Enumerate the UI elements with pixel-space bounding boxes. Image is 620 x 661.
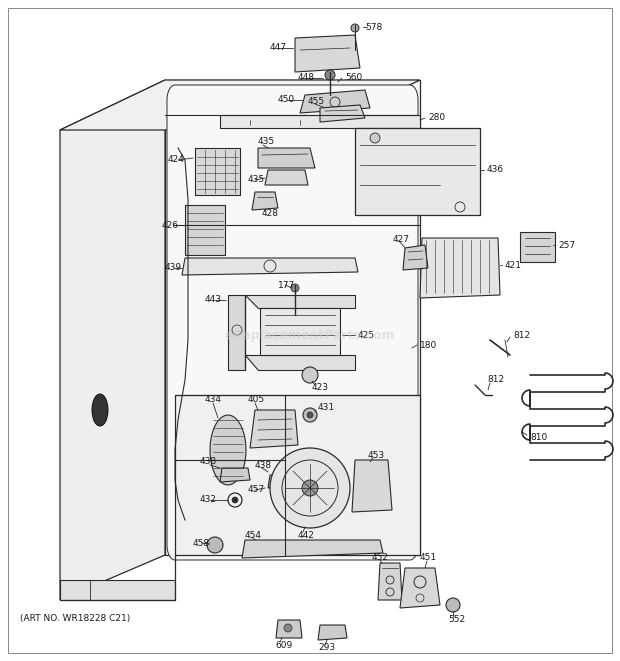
Polygon shape <box>300 90 370 113</box>
Circle shape <box>303 408 317 422</box>
Text: 435: 435 <box>248 176 265 184</box>
Text: 439: 439 <box>165 264 182 272</box>
Text: 435: 435 <box>258 137 275 147</box>
Polygon shape <box>165 80 420 555</box>
Polygon shape <box>60 80 165 600</box>
Polygon shape <box>220 115 420 128</box>
Polygon shape <box>252 192 278 210</box>
Text: 431: 431 <box>318 403 335 412</box>
Polygon shape <box>60 580 175 600</box>
Polygon shape <box>185 205 225 255</box>
Polygon shape <box>276 620 302 638</box>
Text: 443: 443 <box>205 295 222 305</box>
Text: 447: 447 <box>270 44 287 52</box>
Text: 609: 609 <box>275 641 292 650</box>
Text: 257: 257 <box>558 241 575 249</box>
Circle shape <box>284 624 292 632</box>
Circle shape <box>207 537 223 553</box>
Polygon shape <box>260 308 340 355</box>
Polygon shape <box>295 35 360 72</box>
Text: 454: 454 <box>245 531 262 539</box>
Text: 438: 438 <box>200 457 217 467</box>
Text: 812: 812 <box>487 375 504 385</box>
Polygon shape <box>400 568 440 608</box>
Text: 434: 434 <box>205 395 222 405</box>
Text: 436: 436 <box>487 165 504 175</box>
Circle shape <box>302 367 318 383</box>
Text: 425: 425 <box>358 330 375 340</box>
Text: 448: 448 <box>298 73 315 83</box>
Text: 552: 552 <box>448 615 465 625</box>
Polygon shape <box>318 625 347 640</box>
Circle shape <box>351 24 359 32</box>
Polygon shape <box>320 105 365 122</box>
Ellipse shape <box>92 394 108 426</box>
Polygon shape <box>265 170 308 185</box>
Circle shape <box>270 448 350 528</box>
Text: 177: 177 <box>278 280 295 290</box>
Polygon shape <box>220 468 250 482</box>
Polygon shape <box>60 80 420 130</box>
Polygon shape <box>352 460 392 512</box>
Circle shape <box>446 598 460 612</box>
Text: 455: 455 <box>308 98 325 106</box>
Circle shape <box>302 480 318 496</box>
Polygon shape <box>245 355 355 370</box>
Polygon shape <box>242 540 383 558</box>
Text: 452: 452 <box>372 553 389 563</box>
Polygon shape <box>268 473 297 488</box>
Circle shape <box>291 284 299 292</box>
Polygon shape <box>175 395 420 555</box>
Polygon shape <box>378 563 402 600</box>
Polygon shape <box>182 258 358 275</box>
Text: 458: 458 <box>193 539 210 547</box>
Text: 424: 424 <box>168 155 185 165</box>
Polygon shape <box>210 415 246 485</box>
Text: 421: 421 <box>505 260 522 270</box>
Text: 453: 453 <box>368 451 385 459</box>
Text: 450: 450 <box>278 95 295 104</box>
Polygon shape <box>403 245 428 270</box>
Polygon shape <box>245 295 355 308</box>
Text: 428: 428 <box>262 210 279 219</box>
Text: 426: 426 <box>162 221 179 229</box>
Circle shape <box>232 497 238 503</box>
Polygon shape <box>258 148 315 168</box>
Polygon shape <box>250 410 298 448</box>
Text: 432: 432 <box>200 496 217 504</box>
Text: 812: 812 <box>513 330 530 340</box>
Text: 180: 180 <box>420 340 437 350</box>
Text: 405: 405 <box>248 395 265 405</box>
Text: 427: 427 <box>393 235 410 245</box>
Polygon shape <box>355 128 480 215</box>
Circle shape <box>325 70 335 80</box>
Polygon shape <box>420 238 500 298</box>
Text: 560: 560 <box>345 73 362 83</box>
Text: 423: 423 <box>312 383 329 393</box>
Text: (ART NO. WR18228 C21): (ART NO. WR18228 C21) <box>20 613 130 623</box>
Text: 438: 438 <box>255 461 272 469</box>
Polygon shape <box>167 85 418 560</box>
Polygon shape <box>195 148 240 195</box>
Text: 451: 451 <box>420 553 437 563</box>
Text: 280: 280 <box>428 114 445 122</box>
Text: 578: 578 <box>365 22 383 32</box>
Polygon shape <box>228 295 245 370</box>
Text: 810: 810 <box>530 434 547 442</box>
Polygon shape <box>520 232 555 262</box>
Text: 293: 293 <box>318 644 335 652</box>
Circle shape <box>307 412 313 418</box>
Text: 457: 457 <box>248 485 265 494</box>
Text: 442: 442 <box>298 531 315 539</box>
Text: eReplacementParts.com: eReplacementParts.com <box>224 329 396 342</box>
Circle shape <box>370 133 380 143</box>
